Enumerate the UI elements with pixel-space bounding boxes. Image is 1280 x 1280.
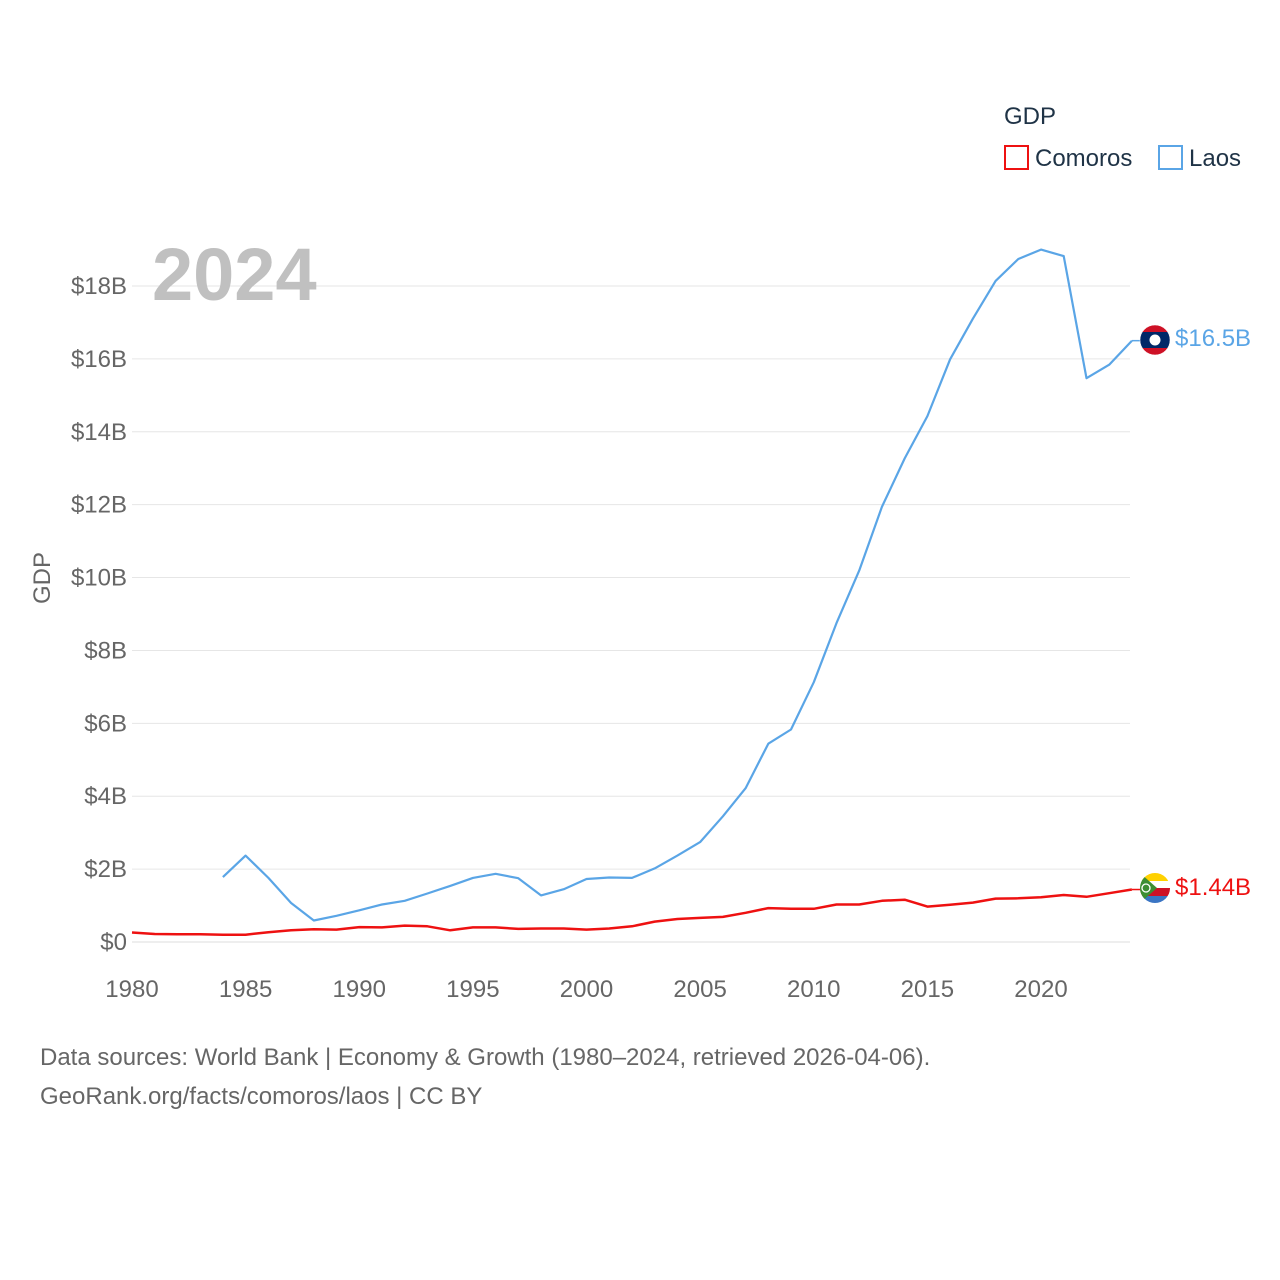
footer-source-line: Data sources: World Bank | Economy & Gro…: [40, 1044, 931, 1071]
footer-attribution-line: GeoRank.org/facts/comoros/laos | CC BY: [40, 1083, 483, 1110]
legend-title: GDP: [1004, 103, 1056, 130]
x-tick-label: 2000: [560, 976, 613, 1003]
x-tick-label: 2005: [673, 976, 726, 1003]
y-tick-label: $6B: [84, 710, 127, 737]
y-tick-label: $4B: [84, 783, 127, 810]
x-tick-label: 1995: [446, 976, 499, 1003]
y-tick-label: $0: [100, 929, 127, 956]
x-axis-ticks: 1980 1985 1990 1995 2000 2005 2010 2015 2020: [105, 976, 1067, 1003]
legend: GDP Comoros Laos: [1004, 103, 1241, 172]
x-tick-label: 2015: [901, 976, 954, 1003]
y-tick-label: $18B: [71, 273, 127, 300]
series-lines: [131, 248, 1140, 936]
legend-label-comoros: Comoros: [1035, 145, 1132, 172]
legend-swatch-laos: [1158, 145, 1183, 170]
y-tick-label: $14B: [71, 419, 127, 446]
y-tick-label: $8B: [84, 637, 127, 664]
y-axis-label: GDP: [29, 552, 56, 604]
y-axis-ticks: $0 $2B $4B $6B $8B $10B $12B $14B $16B $18B: [71, 273, 127, 956]
laos-flag-icon: [1140, 325, 1170, 355]
year-watermark: 2024: [152, 233, 317, 316]
y-tick-label: $10B: [71, 565, 127, 592]
y-tick-label: $16B: [71, 346, 127, 373]
legend-swatch-comoros: [1004, 145, 1029, 170]
y-tick-label: $12B: [71, 492, 127, 519]
comoros-end-marker: $1.44B: [1140, 873, 1251, 903]
gridlines: [132, 285, 1130, 943]
comoros-flag-icon: [1140, 873, 1170, 903]
legend-label-laos: Laos: [1189, 145, 1241, 172]
legend-item-comoros[interactable]: Comoros: [1004, 145, 1132, 172]
comoros-end-value-label: $1.44B: [1175, 874, 1251, 901]
y-tick-label: $2B: [84, 856, 127, 883]
laos-end-marker: $16.5B: [1139, 324, 1251, 356]
x-tick-label: 1985: [219, 976, 272, 1003]
laos-end-value-label: $16.5B: [1175, 325, 1251, 352]
legend-item-laos[interactable]: Laos: [1158, 145, 1241, 172]
x-tick-label: 1990: [333, 976, 386, 1003]
series-line-laos: [222, 248, 1133, 922]
x-tick-label: 2010: [787, 976, 840, 1003]
x-tick-label: 2020: [1014, 976, 1067, 1003]
series-line-comoros: [131, 888, 1133, 936]
x-tick-label: 1980: [105, 976, 158, 1003]
